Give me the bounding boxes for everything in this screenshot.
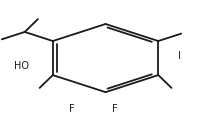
Text: F: F <box>111 103 117 113</box>
Text: F: F <box>69 103 75 113</box>
Text: I: I <box>177 50 180 60</box>
Text: HO: HO <box>14 61 29 71</box>
